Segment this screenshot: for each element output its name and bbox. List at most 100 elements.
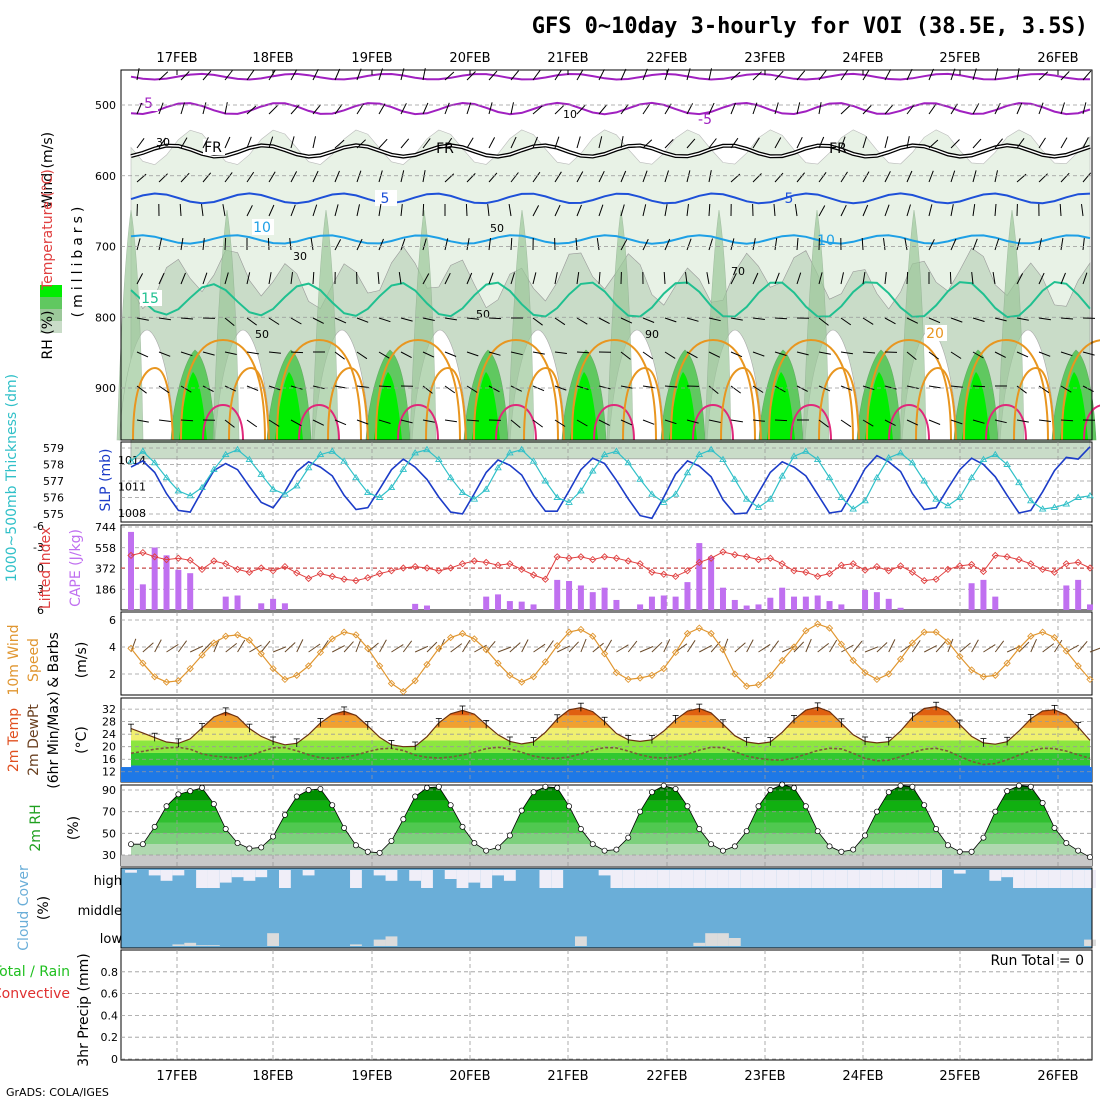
thickness-marker [292,482,301,489]
saturated-column [1060,372,1088,440]
cloud-high-bar [693,870,706,888]
saturated-column [570,372,598,440]
cloud-high-bar [882,870,895,888]
isotherm-25-arch [1083,404,1100,441]
wind-barb [708,238,713,251]
wind-barb [840,171,848,183]
wind-barb [928,139,939,149]
cloud-high-bar [870,870,883,888]
wind-speed-marker [447,633,455,642]
li-marker [648,568,656,576]
rh-marker [151,823,158,830]
wind-barb [510,385,523,392]
li-marker [340,575,348,583]
wind-barb [378,238,384,251]
wind-barb [488,272,494,285]
wind-ytick: 2 [109,668,116,681]
wind-barb [576,351,590,354]
isotherm-label: FR [829,141,847,157]
wind-barb [774,272,780,285]
rh-marker [850,846,857,853]
isotherm-20-arch [963,338,1049,441]
wind-barb-10m [237,639,246,653]
wind-barb [620,419,633,426]
cape-bar [128,531,134,610]
wind-barb-10m [1054,639,1063,653]
li-marker [932,575,940,583]
wind-barb [818,70,827,81]
wind-barb [310,238,314,251]
wind-barb-10m [793,641,805,653]
wind-barb [400,103,407,115]
precip-ytick: 0.8 [101,966,119,979]
wind-barb [840,69,849,81]
thickness-marker [991,450,1000,458]
wind-barb [466,272,473,285]
cloud-high-bar [539,870,552,888]
thickness-marker [884,454,893,461]
rh-band [131,822,1090,834]
wind-speed-marker [411,677,419,685]
wind-barb [774,419,788,422]
wind-barb [928,317,941,324]
cloud-high-bar [243,870,256,881]
wind-barb [488,238,491,251]
rh-plume [507,209,535,441]
cloud-high-bar [634,870,647,888]
isotherm-25-arch [790,403,832,441]
wind-barb-10m [249,644,262,653]
rh-marker [791,784,797,791]
wind-barb [356,103,364,115]
wind-barb [862,105,872,115]
wind-barb [510,102,514,115]
wind-barb-10m [533,643,546,653]
rh-marker [625,834,632,841]
wind-barb [444,317,457,321]
isotherm-label: FR [204,140,222,156]
cloud-high-bar [598,870,611,876]
wind-barb-10m [142,642,154,653]
wind-barb [532,136,538,149]
wind-speed-marker [518,678,526,686]
precip-ytick: 0.6 [101,988,119,1001]
cloud-high-bar [468,870,481,883]
li-marker [778,560,786,568]
thickness-marker [458,488,467,495]
cloud-high-bar [444,870,457,879]
temp-ytick: 20 [102,741,116,754]
cape-bar [139,584,146,610]
wind-barb [576,136,581,149]
wind-barb [422,238,427,251]
cape-bar [187,573,194,610]
thickness-marker [766,495,775,502]
cloud-low-bar [705,933,718,946]
wind-barb [532,385,545,392]
wind-barb-10m [521,639,529,653]
rh-marker [506,832,513,839]
rh-marker [933,826,940,832]
rh-base [121,855,1092,866]
li-ytick: -3 [33,541,44,554]
isotherm-freezing-inner [130,144,1091,158]
wind-barb-10m [509,642,521,653]
wind-barb [708,203,711,217]
wind-speed-marker [1050,633,1059,642]
thickness-marker [837,493,846,500]
wind-barb [356,317,369,323]
cloud-high-bar [1036,870,1049,888]
isotherm-20-arch-b [523,366,565,441]
wind-barb [180,238,184,251]
wind-speed-marker [364,644,372,652]
wind-speed-marker [908,639,917,647]
cape-bar [767,597,774,610]
wind-barb [356,68,362,81]
wind-barb [598,271,601,285]
thickness-marker [577,487,585,494]
wind-barb [444,71,455,81]
cloud-high-bar [385,870,398,881]
wind-barb [950,351,962,359]
day-label-bottom: 23FEB [744,1069,785,1084]
thickness-marker [245,455,254,462]
wind-barb-10m [177,640,188,653]
thickness-marker [565,498,573,505]
